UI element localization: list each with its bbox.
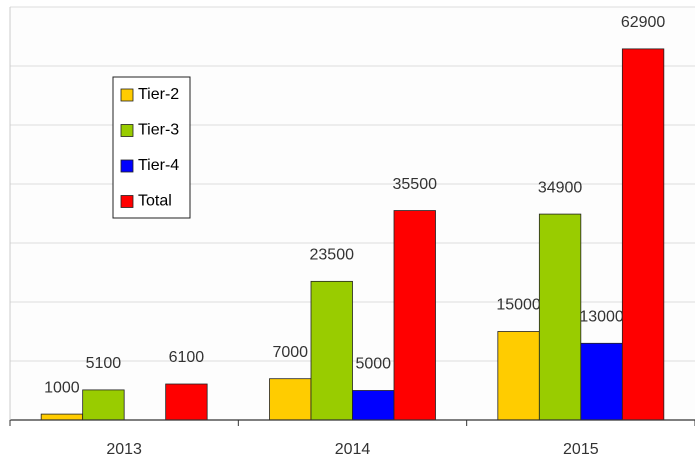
value-label: 5100 <box>86 355 122 372</box>
legend-label: Tier-3 <box>138 122 179 139</box>
value-label: 34900 <box>538 179 583 196</box>
value-label: 5000 <box>355 356 391 373</box>
value-label: 13000 <box>579 309 624 326</box>
legend-label: Tier-4 <box>138 157 179 174</box>
bar <box>393 210 436 421</box>
legend-label: Tier-2 <box>138 86 179 103</box>
bar <box>269 378 312 421</box>
value-label: 62900 <box>621 14 666 31</box>
legend-swatch <box>120 159 134 173</box>
x-tick-label: 2015 <box>563 441 599 458</box>
value-label: 23500 <box>310 247 355 264</box>
value-label: 35500 <box>393 176 438 193</box>
bar <box>310 280 353 421</box>
legend-swatch <box>120 195 134 208</box>
legend-swatch <box>120 124 134 137</box>
bar <box>40 413 84 421</box>
bar <box>538 213 582 421</box>
legend-label: Total <box>138 193 172 210</box>
bar <box>352 390 395 421</box>
value-label: 7000 <box>272 344 308 361</box>
x-tick-label: 2014 <box>335 441 371 458</box>
bar <box>621 48 665 421</box>
bar <box>580 342 623 421</box>
bar <box>82 389 125 421</box>
value-label: 15000 <box>496 297 541 314</box>
legend-swatch <box>120 88 134 102</box>
value-label: 1000 <box>44 379 80 396</box>
bar <box>165 383 208 421</box>
value-label: 6100 <box>169 349 205 366</box>
bar <box>497 331 540 421</box>
x-tick-label: 2013 <box>106 441 142 458</box>
